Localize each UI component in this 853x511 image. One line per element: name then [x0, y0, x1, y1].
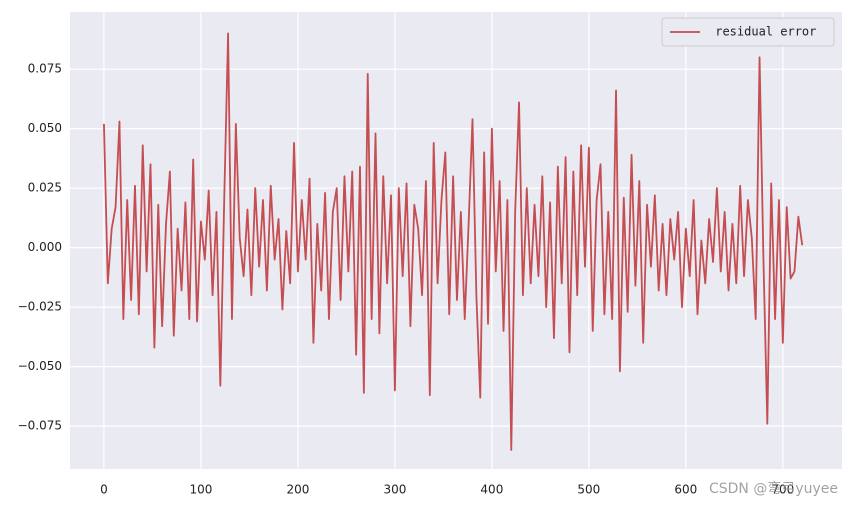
x-tick-label: 100: [189, 483, 212, 497]
y-tick-label: 0.000: [28, 240, 62, 254]
x-tick-label: 600: [674, 483, 697, 497]
watermark: CSDN @弯弓yuyee: [709, 480, 838, 497]
y-tick-label: −0.025: [18, 300, 62, 314]
y-tick-label: 0.075: [28, 62, 62, 76]
x-tick-label: 700: [771, 483, 794, 497]
y-tick-label: 0.050: [28, 121, 62, 135]
y-tick-label: −0.050: [18, 359, 62, 373]
y-tick-label: −0.075: [18, 419, 62, 433]
legend-label: residual error: [708, 25, 816, 39]
x-tick-label: 400: [480, 483, 503, 497]
x-tick-label: 300: [383, 483, 406, 497]
x-tick-label: 500: [577, 483, 600, 497]
x-tick-label: 200: [286, 483, 309, 497]
legend-box: [661, 17, 835, 47]
data-line: [103, 32, 804, 451]
x-tick-label: 0: [100, 483, 108, 497]
y-tick-label: 0.025: [28, 181, 62, 195]
